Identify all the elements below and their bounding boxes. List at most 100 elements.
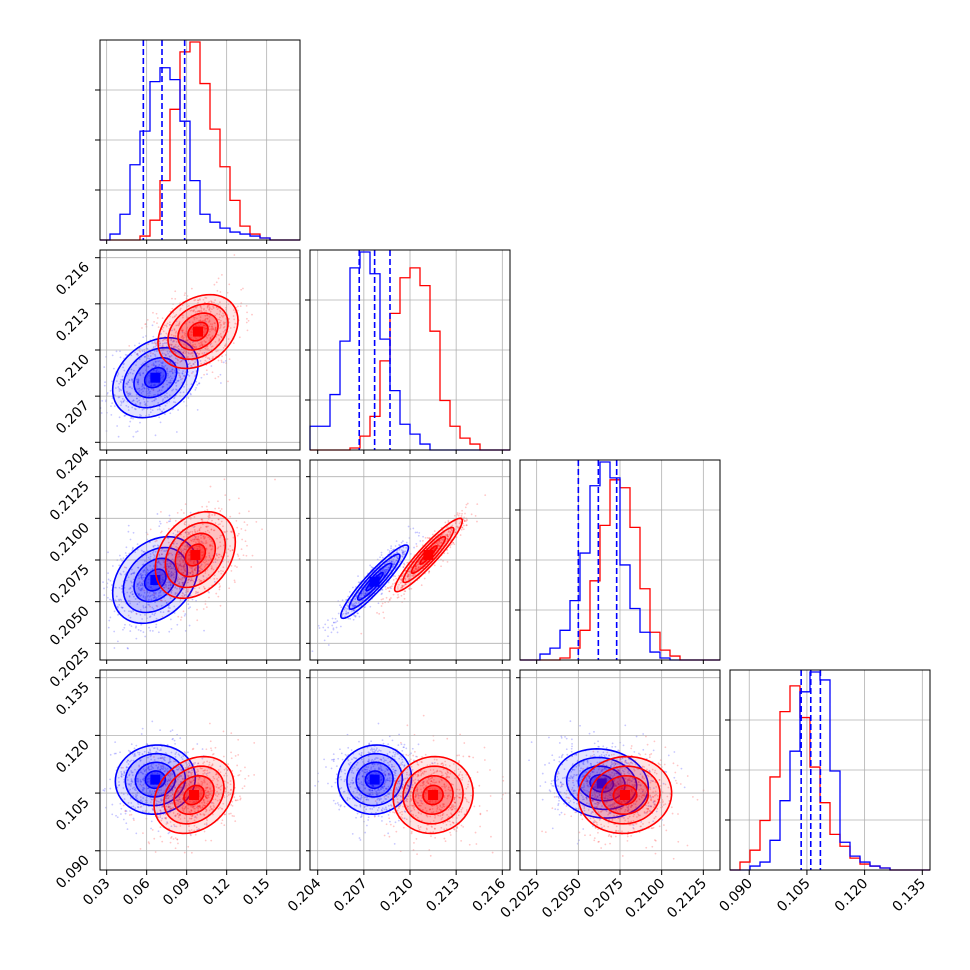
scatter-point-red <box>192 562 195 564</box>
scatter-point-blue <box>176 623 179 626</box>
scatter-point-blue <box>387 549 389 551</box>
scatter-point-red <box>227 560 230 563</box>
scatter-point-red <box>209 336 212 339</box>
scatter-point-red <box>193 345 196 348</box>
scatter-point-blue <box>169 572 172 575</box>
scatter-point-blue <box>176 531 179 534</box>
scatter-point-red <box>178 530 181 533</box>
scatter-point-red <box>193 299 196 302</box>
scatter-point-blue <box>354 615 357 618</box>
scatter-point-red <box>234 820 237 823</box>
scatter-point-red <box>192 350 194 353</box>
scatter-point-blue <box>176 580 179 582</box>
scatter-point-blue <box>178 581 181 584</box>
scatter-point-red <box>234 755 237 757</box>
scatter-point-blue <box>154 591 157 594</box>
scatter-point-blue <box>178 372 181 375</box>
scatter-point-blue <box>153 591 156 594</box>
scatter-point-blue <box>403 562 405 565</box>
scatter-point-red <box>242 287 244 290</box>
scatter-point-blue <box>401 551 404 554</box>
scatter-point-red <box>161 317 164 320</box>
scatter-point-blue <box>139 595 142 597</box>
scatter-point-red <box>202 326 205 329</box>
scatter-point-red <box>180 578 183 581</box>
scatter-point-red <box>191 352 194 355</box>
scatter-point-red <box>201 341 203 343</box>
scatter-point-blue <box>365 591 368 594</box>
scatter-point-red <box>191 331 194 334</box>
scatter-point-red <box>204 557 207 560</box>
scatter-point-blue <box>109 753 112 756</box>
scatter-point-blue <box>149 564 152 567</box>
scatter-point-blue <box>383 569 386 571</box>
scatter-point-red <box>159 599 162 602</box>
scatter-point-blue <box>174 585 177 588</box>
scatter-point-red <box>141 327 143 329</box>
scatter-point-blue <box>184 548 186 551</box>
scatter-point-red <box>179 562 182 565</box>
scatter-point-red <box>382 611 385 614</box>
scatter-point-red <box>174 847 177 850</box>
scatter-point-blue <box>176 542 178 545</box>
scatter-point-red <box>182 314 184 317</box>
scatter-point-blue <box>142 386 145 389</box>
scatter-point-blue <box>97 819 99 821</box>
scatter-point-blue <box>136 400 139 403</box>
scatter-point-red <box>427 571 430 574</box>
scatter-point-red <box>381 602 384 605</box>
scatter-point-blue <box>119 380 122 383</box>
scatter-point-red <box>205 525 208 528</box>
scatter-point-blue <box>384 585 387 588</box>
scatter-point-blue <box>180 557 182 560</box>
scatter-point-blue <box>192 573 194 576</box>
scatter-point-red <box>184 503 187 506</box>
scatter-point-red <box>135 612 138 615</box>
scatter-point-blue <box>152 389 155 391</box>
scatter-point-blue <box>398 544 400 546</box>
scatter-point-red <box>202 585 205 588</box>
scatter-point-blue <box>167 587 170 590</box>
scatter-point-blue <box>352 609 355 612</box>
scatter-point-blue <box>136 583 139 585</box>
scatter-point-red <box>178 323 181 326</box>
scatter-point-red <box>219 291 222 293</box>
scatter-point-blue <box>110 599 113 602</box>
scatter-point-blue <box>352 609 355 612</box>
scatter-point-red <box>222 322 225 325</box>
scatter-point-blue <box>354 614 357 617</box>
scatter-point-red <box>177 578 180 581</box>
scatter-point-red <box>230 570 233 572</box>
scatter-point-blue <box>162 579 165 582</box>
scatter-point-blue <box>396 549 399 552</box>
scatter-point-red <box>183 564 185 567</box>
scatter-point-blue <box>111 565 114 567</box>
scatter-point-blue <box>154 364 157 367</box>
scatter-point-blue <box>378 575 380 578</box>
scatter-point-blue <box>177 371 180 374</box>
scatter-point-blue <box>161 400 164 402</box>
scatter-point-red <box>218 338 221 340</box>
scatter-point-blue <box>391 561 393 564</box>
scatter-point-blue <box>171 372 174 375</box>
scatter-point-red <box>199 567 202 570</box>
scatter-point-blue <box>148 391 150 394</box>
scatter-point-blue <box>210 365 213 367</box>
scatter-point-red <box>194 299 197 301</box>
scatter-point-red <box>462 528 465 531</box>
scatter-point-blue <box>170 574 173 577</box>
scatter-point-blue <box>198 382 201 385</box>
scatter-point-blue <box>131 590 134 593</box>
scatter-point-red <box>261 528 263 531</box>
scatter-point-blue <box>125 391 128 394</box>
scatter-point-blue <box>390 549 393 552</box>
scatter-point-red <box>173 329 176 331</box>
scatter-point-red <box>401 586 404 589</box>
scatter-point-red <box>446 535 449 538</box>
scatter-point-blue <box>140 594 143 597</box>
scatter-point-red <box>181 330 184 332</box>
scatter-point-red <box>191 574 194 576</box>
scatter-point-blue <box>151 606 154 609</box>
scatter-point-blue <box>345 599 347 601</box>
scatter-point-blue <box>135 637 138 640</box>
